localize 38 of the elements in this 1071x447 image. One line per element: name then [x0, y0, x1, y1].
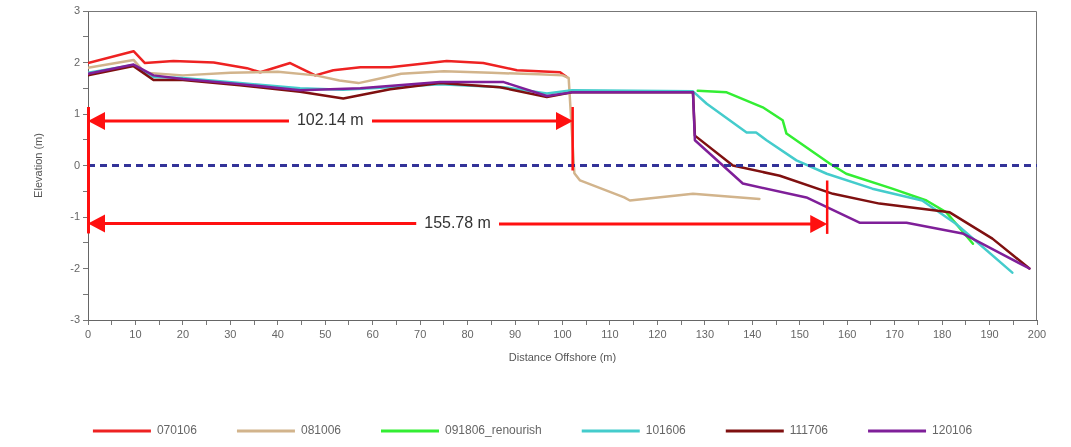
x-tick-label: 160 [838, 327, 857, 340]
legend-label: 111706 [789, 423, 829, 438]
x-tick-label: 70 [414, 327, 427, 340]
legend-label: 101606 [645, 423, 687, 438]
y-tick-label: 1 [73, 107, 80, 120]
x-tick-label: 40 [271, 327, 284, 340]
legend-label: 081006 [300, 423, 342, 438]
y-tick-label: 0 [73, 158, 80, 171]
y-tick-label: -1 [70, 210, 80, 223]
legend-label: 091806_renourish [445, 423, 542, 438]
x-tick-label: 180 [932, 327, 952, 340]
x-tick-label: 0 [84, 327, 92, 340]
x-axis-title: Distance Offshore (m) [508, 351, 617, 364]
x-tick-label: 90 [508, 327, 522, 340]
annotation: 102.14 m [296, 111, 364, 129]
x-tick-label: 120 [648, 327, 667, 340]
y-tick-label: -3 [70, 313, 80, 326]
y-axis-title: Elevation (m) [31, 133, 44, 198]
legend-label: 120106 [932, 423, 973, 438]
x-tick-label: 80 [461, 327, 474, 340]
x-tick-label: 100 [553, 327, 572, 340]
legend-label: 070106 [156, 423, 198, 438]
y-tick-label: -2 [70, 261, 80, 274]
x-tick-label: 50 [319, 327, 332, 340]
y-tick-label: 2 [73, 55, 80, 68]
x-tick-label: 10 [129, 327, 142, 340]
x-tick-label: 140 [743, 327, 762, 340]
y-tick-label: 3 [73, 4, 80, 17]
x-tick-label: 150 [790, 327, 809, 340]
x-tick-label: 190 [980, 327, 999, 340]
x-tick-label: 170 [885, 327, 904, 340]
x-tick-label: 200 [1027, 327, 1047, 340]
annotation: 155.78 m [424, 214, 491, 232]
x-tick-label: 110 [601, 327, 619, 340]
x-tick-label: 20 [176, 327, 190, 340]
x-tick-label: 130 [695, 327, 715, 340]
x-tick-label: 60 [366, 327, 379, 340]
x-tick-label: 30 [224, 327, 237, 340]
